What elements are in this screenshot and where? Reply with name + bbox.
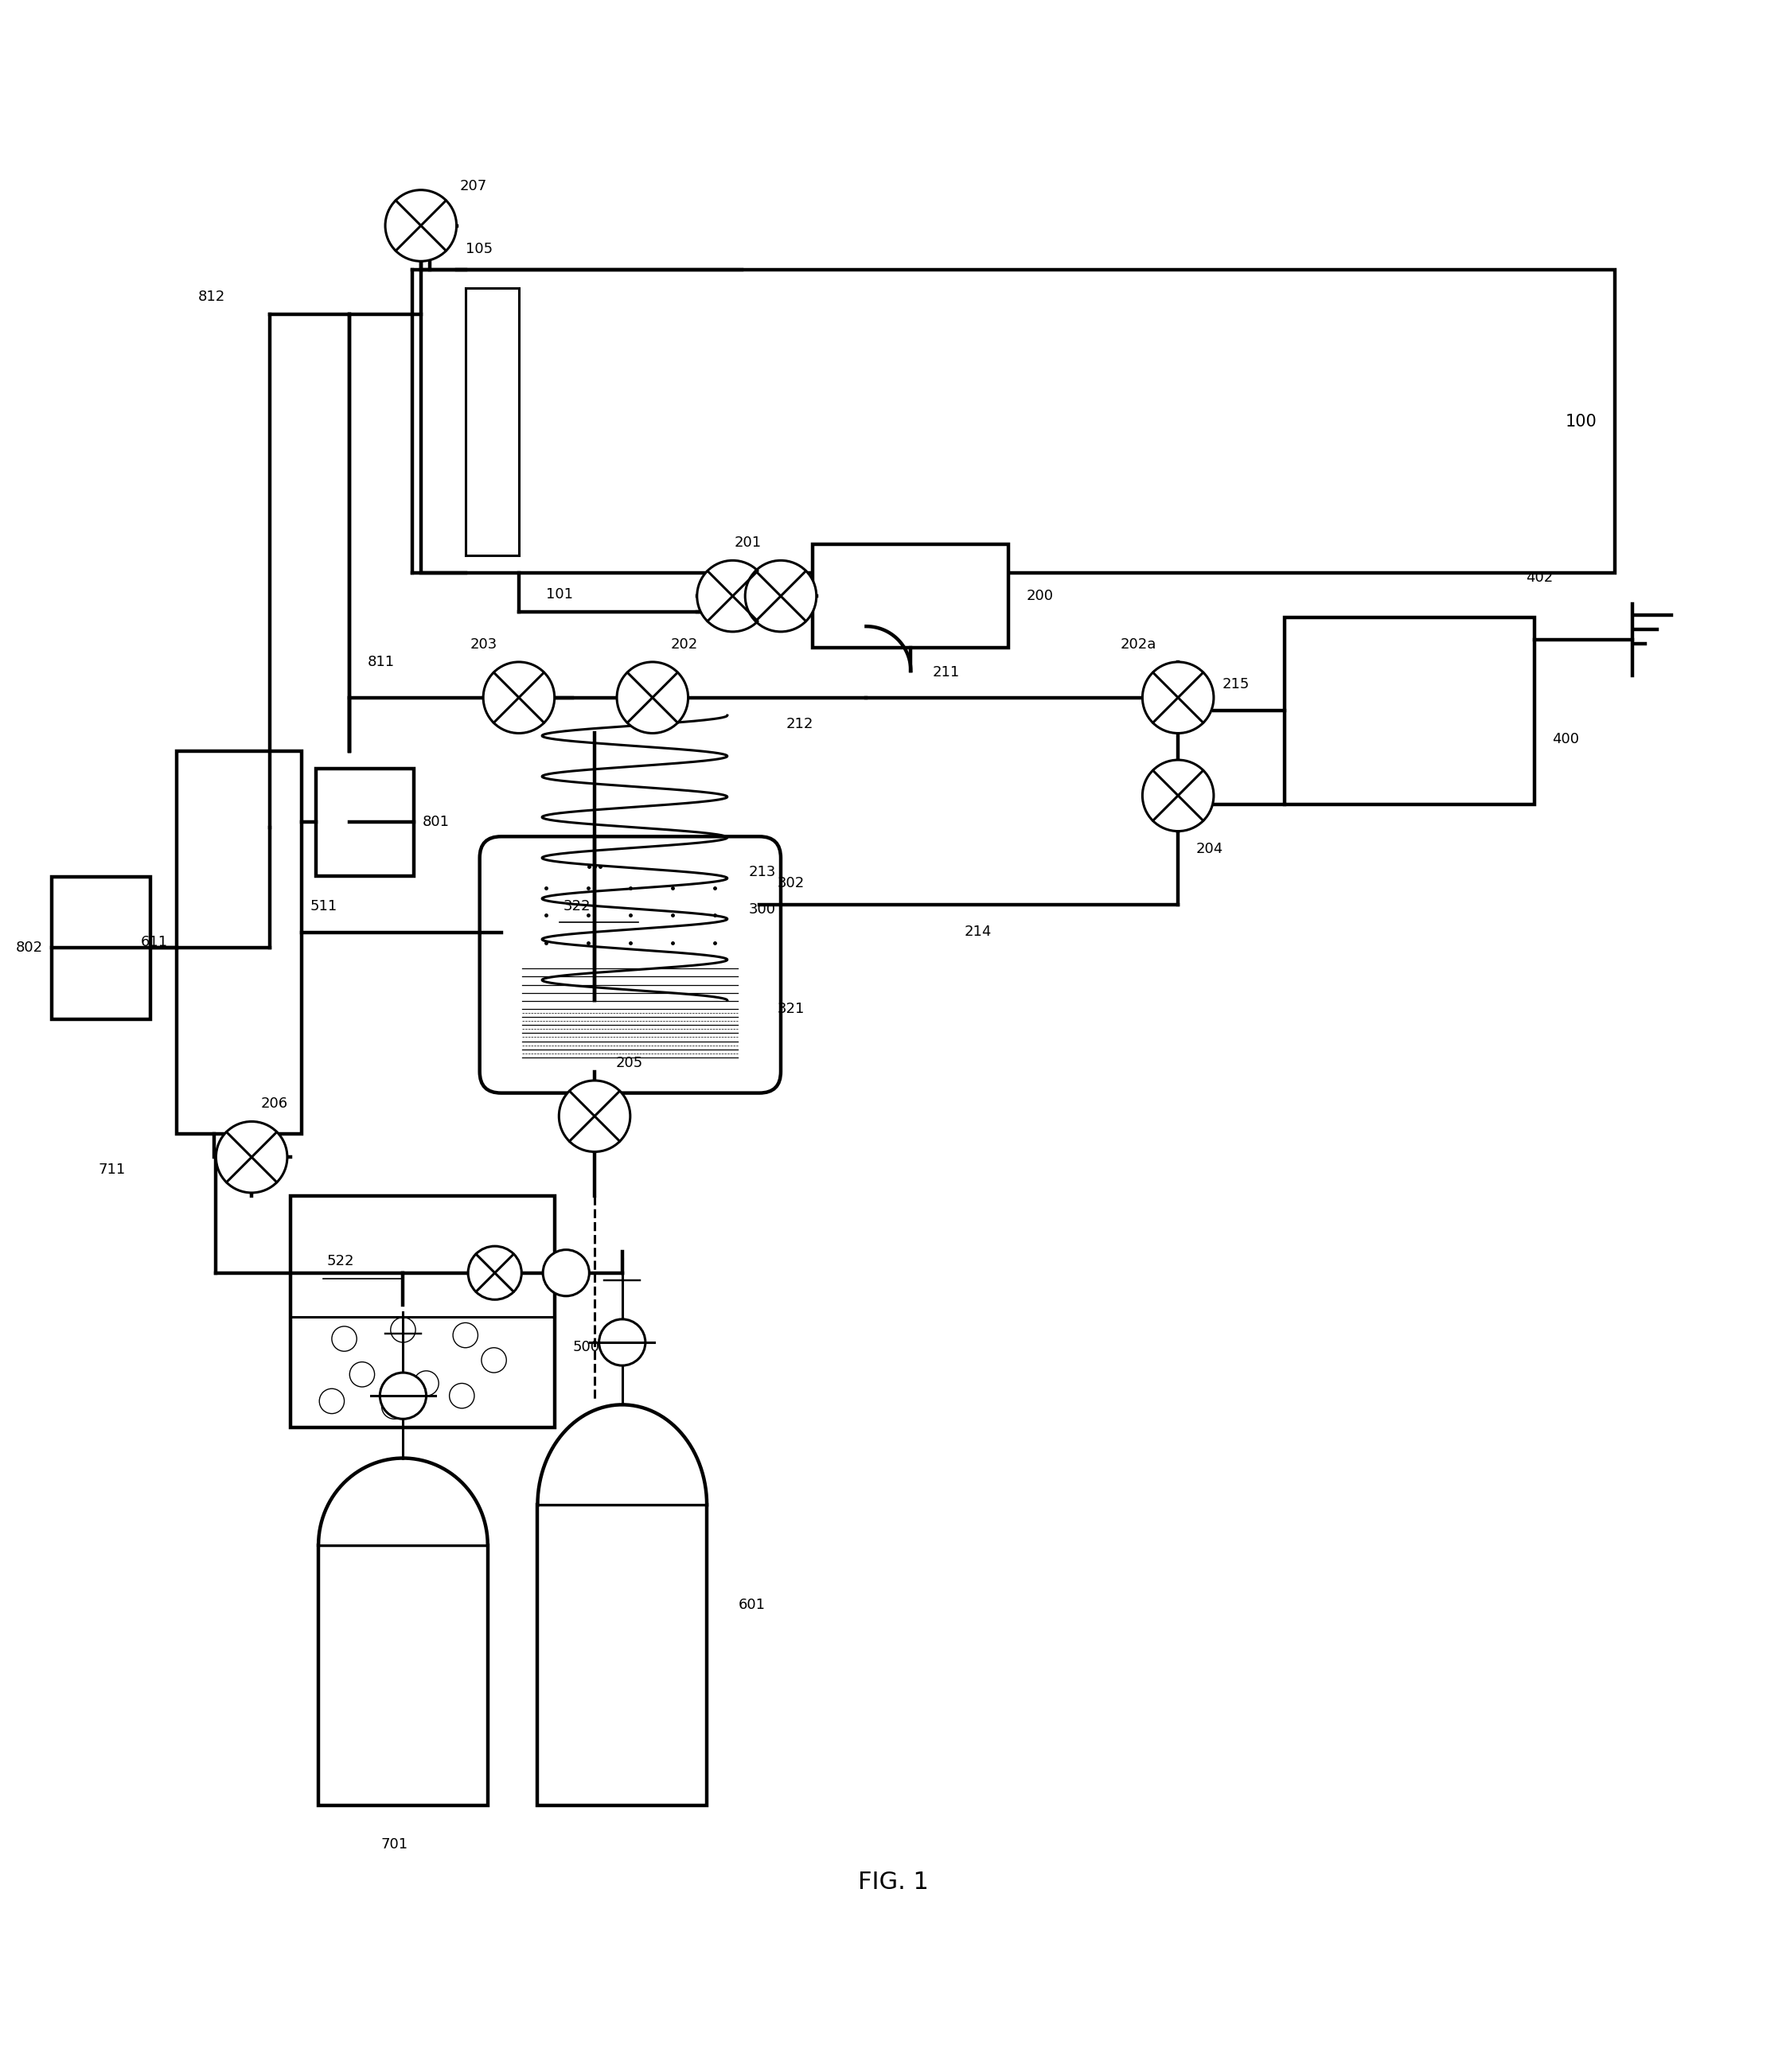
- Polygon shape: [318, 1459, 488, 1546]
- Text: 202: 202: [670, 636, 698, 651]
- Text: 400: 400: [1552, 731, 1579, 746]
- Text: 212: 212: [786, 717, 813, 731]
- Text: 300: 300: [748, 901, 775, 916]
- Text: 302: 302: [777, 876, 804, 891]
- Bar: [318, 1546, 488, 1805]
- Text: 801: 801: [423, 814, 450, 829]
- Text: 402: 402: [1525, 570, 1552, 584]
- Bar: [813, 545, 1009, 649]
- Circle shape: [543, 1249, 589, 1297]
- Text: 207: 207: [461, 180, 488, 193]
- Bar: [316, 769, 414, 876]
- Text: 213: 213: [748, 864, 777, 879]
- Text: 701: 701: [380, 1838, 407, 1852]
- Text: 100: 100: [1565, 414, 1597, 429]
- Text: 611: 611: [141, 934, 168, 949]
- Bar: [421, 269, 1615, 572]
- Text: 203: 203: [470, 636, 498, 651]
- Text: 206: 206: [261, 1096, 288, 1111]
- Circle shape: [484, 661, 554, 733]
- Circle shape: [216, 1121, 288, 1193]
- Circle shape: [1143, 760, 1214, 831]
- Text: 812: 812: [198, 290, 225, 305]
- Circle shape: [616, 661, 688, 733]
- Text: 214: 214: [964, 924, 991, 939]
- Circle shape: [1143, 661, 1214, 733]
- Bar: [1284, 617, 1534, 804]
- FancyBboxPatch shape: [480, 837, 780, 1094]
- Text: 500: 500: [572, 1341, 600, 1353]
- Text: 215: 215: [1223, 678, 1250, 692]
- Circle shape: [559, 1080, 630, 1152]
- Text: 201: 201: [734, 535, 761, 549]
- Text: 202a: 202a: [1120, 636, 1157, 651]
- Text: 522: 522: [327, 1254, 354, 1268]
- Text: 101: 101: [545, 586, 573, 601]
- Text: 200: 200: [1027, 588, 1054, 603]
- Circle shape: [598, 1320, 645, 1365]
- Text: 711: 711: [98, 1162, 125, 1177]
- Bar: [538, 1504, 707, 1805]
- Text: 601: 601: [738, 1598, 764, 1612]
- Text: 321: 321: [777, 1001, 804, 1015]
- Text: FIG. 1: FIG. 1: [857, 1871, 929, 1894]
- Text: 811: 811: [368, 655, 395, 669]
- Circle shape: [380, 1372, 427, 1419]
- Circle shape: [386, 191, 457, 261]
- Circle shape: [745, 559, 816, 632]
- Text: 204: 204: [1197, 841, 1223, 856]
- Text: 211: 211: [932, 665, 959, 680]
- Circle shape: [697, 559, 768, 632]
- Polygon shape: [538, 1405, 707, 1504]
- Bar: [52, 876, 150, 1019]
- Text: 105: 105: [466, 242, 493, 257]
- Text: 511: 511: [311, 899, 338, 914]
- Bar: [177, 750, 302, 1133]
- Text: 205: 205: [616, 1055, 643, 1069]
- Text: 802: 802: [16, 941, 43, 955]
- Text: 322: 322: [563, 899, 591, 914]
- Circle shape: [468, 1245, 522, 1299]
- Bar: [291, 1196, 554, 1428]
